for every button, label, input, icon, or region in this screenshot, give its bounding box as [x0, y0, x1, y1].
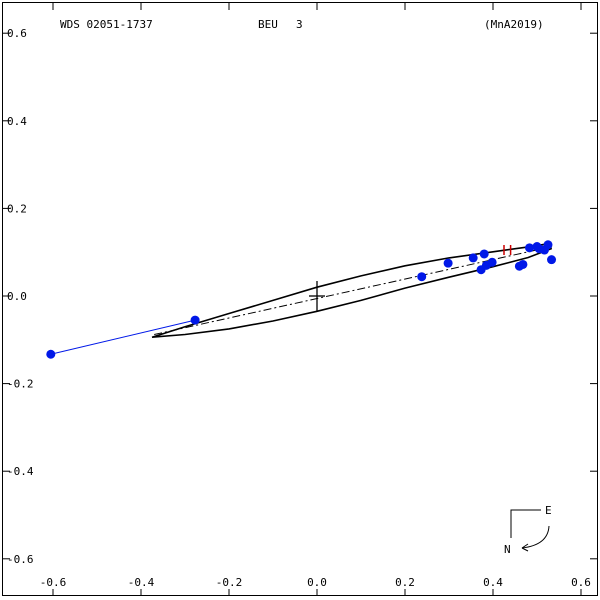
header-name: BEU	[258, 18, 278, 31]
observation-point	[525, 243, 535, 253]
observation-point	[518, 259, 528, 269]
observation-point	[468, 253, 478, 263]
x-tick-label: 0.4	[483, 576, 503, 589]
header-reference: (MnA2019)	[484, 18, 544, 31]
y-tick-label: -0.6	[7, 553, 34, 566]
orbit-ellipse	[151, 242, 552, 338]
x-tick-label: 0.2	[395, 576, 415, 589]
header-wds-id: WDS 02051-1737	[60, 18, 153, 31]
observation-point	[417, 272, 427, 282]
y-tick-label: 0.2	[7, 202, 27, 215]
observation-point	[443, 258, 453, 268]
observation-point	[479, 249, 489, 259]
observation-point	[190, 315, 200, 325]
outlier-residual-line	[50, 319, 196, 355]
compass-north-label: N	[504, 543, 511, 556]
x-tick-label: -0.4	[128, 576, 155, 589]
axis-ticks	[3, 3, 597, 596]
x-tick-label: -0.2	[216, 576, 243, 589]
compass-arrow-head	[521, 543, 529, 552]
y-tick-label: 0.6	[7, 27, 27, 40]
compass-rose: E N	[504, 504, 552, 556]
observation-point	[487, 257, 497, 267]
observation-point	[547, 255, 557, 265]
observation-point	[543, 240, 553, 250]
x-tick-label: -0.6	[40, 576, 67, 589]
y-tick-label: 0.4	[7, 115, 27, 128]
compass-arrow-curve	[521, 525, 550, 549]
compass-east-label: E	[545, 504, 552, 517]
observation-points	[46, 240, 557, 359]
x-tick-label: 0.6	[571, 576, 591, 589]
outlier-observation-point	[46, 349, 56, 359]
y-tick-label: -0.4	[7, 465, 34, 478]
y-tick-labels: 0.6 0.4 0.2 0.0 -0.2 -0.4 -0.6	[7, 27, 34, 566]
header-component: 3	[296, 18, 303, 31]
y-tick-label: -0.2	[7, 378, 34, 391]
x-tick-labels: -0.6 -0.4 -0.2 0.0 0.2 0.4 0.6	[40, 576, 591, 589]
orbit-layer	[151, 242, 552, 338]
compass-frame-line	[510, 509, 541, 538]
y-tick-label: 0.0	[7, 290, 27, 303]
x-tick-label: 0.0	[307, 576, 327, 589]
